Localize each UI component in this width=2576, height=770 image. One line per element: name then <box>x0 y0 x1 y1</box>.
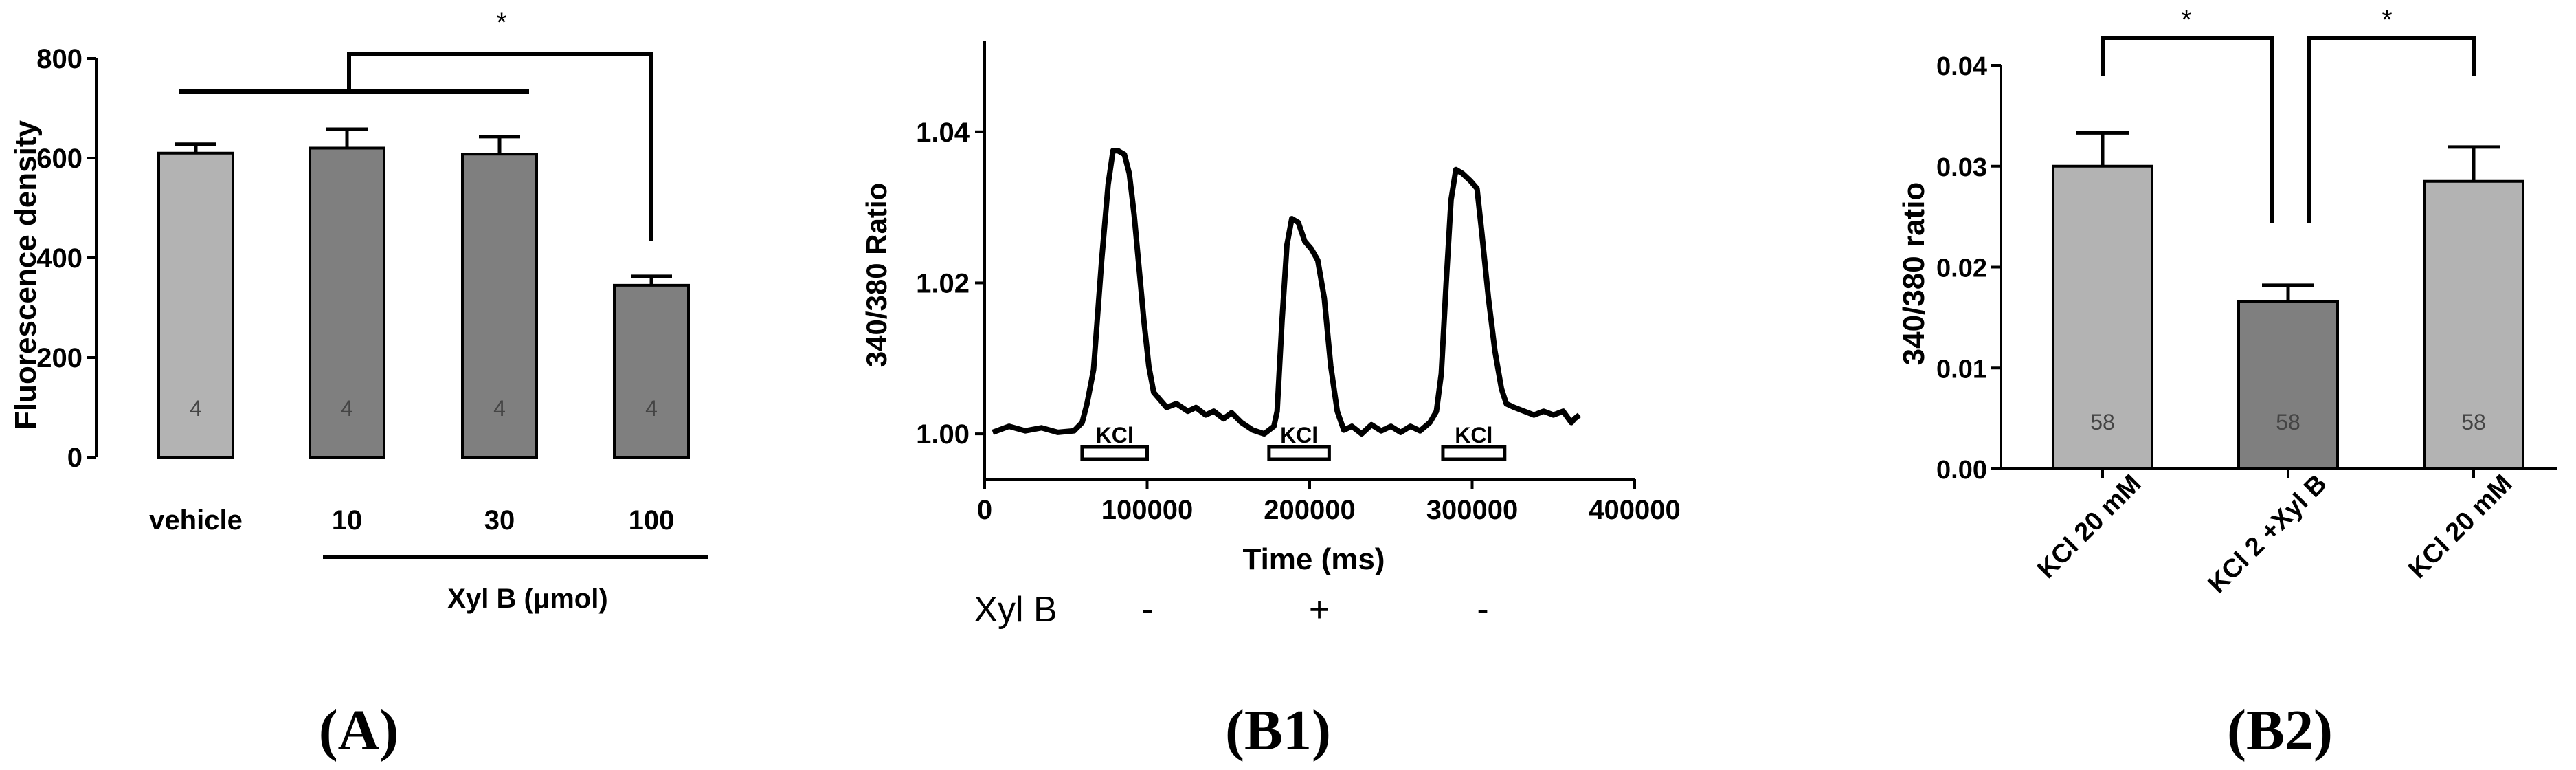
panel-a-y-tick-label-3: 400 <box>36 243 82 274</box>
panel-a-x-tick-label-1: vehicle <box>149 505 243 536</box>
panel-b1-stimulus-label-1: KCl <box>1096 423 1134 448</box>
panel-b2-n-label-3: 58 <box>2461 410 2486 434</box>
panel-b1-x-tick-label-1: 0 <box>977 495 992 525</box>
panel-a-bar-2 <box>309 146 385 459</box>
panel-a-y-tick-label-5: 800 <box>36 44 82 74</box>
panel-a-y-axis-label: Fluorescence density <box>9 120 43 430</box>
panel-a-y-tick-label-4: 600 <box>36 144 82 174</box>
panel-b2-y-tick-label-3: 0.02 <box>1936 254 1987 283</box>
panel-b2-n-label-1: 58 <box>2090 410 2115 434</box>
panel-a-bar-3 <box>461 153 538 459</box>
panel-a-bars: 4 vehicle 4 10 4 30 4 100 <box>149 127 690 536</box>
panel-b1-label: (B1) <box>1225 698 1331 762</box>
panel-a-n-label-1: 4 <box>190 396 202 421</box>
panel-a-y-tick-label-1: 0 <box>67 443 82 473</box>
panel-b1-x-tick-label-2: 100000 <box>1101 495 1193 525</box>
panel-b2: 58 KCl 20 mM 58 KCl 2 +Xyl B 58 KCl 20 mM 0.0… <box>1897 5 2557 762</box>
panel-b2-bar-2 <box>2237 300 2339 470</box>
panel-b2-y-tick-label-2: 0.01 <box>1936 355 1987 384</box>
panel-a-significance-star: * <box>496 8 507 38</box>
panel-a-x-tick-label-4: 100 <box>629 505 675 536</box>
panel-b1-condition-3: - <box>1477 590 1488 630</box>
panel-b2-bars: 58 KCl 20 mM 58 KCl 2 +Xyl B 58 KCl 20 mM <box>2032 131 2524 600</box>
panel-b1-y-tick-label-2: 1.02 <box>916 268 970 298</box>
panel-a-group-label: Xyl B (μmol) <box>447 584 607 614</box>
panel-b1-condition-2: + <box>1309 590 1330 630</box>
panel-b1-x-axis-label: Time (ms) <box>1242 542 1385 576</box>
panel-b1-x-tick-label-4: 300000 <box>1426 495 1518 525</box>
panel-a-y-tick-label-2: 200 <box>36 343 82 373</box>
panel-a-bar-1 <box>157 151 234 459</box>
panel-a-bar-4 <box>613 283 690 459</box>
panel-b1-condition-label: Xyl B <box>974 590 1057 630</box>
panel-a-n-label-4: 4 <box>645 396 658 421</box>
panel-b2-y-tick-label-5: 0.04 <box>1936 52 1987 81</box>
panel-b2-label: (B2) <box>2227 698 2333 762</box>
panel-b1-condition-1: - <box>1141 590 1153 630</box>
panel-b2-significance-star-2: * <box>2382 5 2393 35</box>
panel-b2-significance-star-1: * <box>2181 5 2192 35</box>
panel-b2-bracket-2 <box>2307 36 2476 223</box>
panel-b1-y-tick-label-1: 1.00 <box>916 419 970 450</box>
panel-b2-x-tick-label-3: KCl 20 mM <box>2403 470 2518 584</box>
panel-a: 4 vehicle 4 10 4 30 4 100 0 200 400 600 800 Fluores… <box>9 8 708 762</box>
panel-a-x-tick-label-3: 30 <box>484 505 515 536</box>
panel-b2-bar-3 <box>2423 179 2524 470</box>
panel-b1-stimulus-label-3: KCl <box>1455 423 1492 448</box>
panel-b2-x-tick-label-2: KCl 2 +Xyl B <box>2203 470 2333 600</box>
panel-b1-stimulus-box-3 <box>1441 445 1507 461</box>
panel-b1-stimulus-label-2: KCl <box>1280 423 1318 448</box>
panel-b1-y-tick-label-3: 1.04 <box>916 118 970 148</box>
panel-b1-trace-line <box>992 148 1582 437</box>
panel-b2-y-tick-label-4: 0.03 <box>1936 153 1987 182</box>
panel-b1-stimulus-box-1 <box>1080 445 1150 461</box>
panel-a-bracket-sig <box>347 52 653 241</box>
panel-b1-stimulus-box-2 <box>1267 445 1331 461</box>
panel-a-label: (A) <box>319 698 399 762</box>
panel-b2-bracket-1 <box>2101 36 2274 223</box>
panel-a-x-tick-label-2: 10 <box>332 505 363 536</box>
panel-b1-x-tick-label-5: 400000 <box>1589 495 1680 525</box>
panel-b1: 1.00 1.02 1.04 0 100000 200000 300000 400000 KC… <box>860 41 1681 762</box>
panel-b2-x-tick-label-1: KCl 20 mM <box>2032 470 2147 584</box>
panel-b2-y-tick-label-1: 0.00 <box>1936 456 1987 485</box>
panel-b2-y-axis-label: 340/380 ratio <box>1897 182 1931 366</box>
panel-b2-bar-1 <box>2052 164 2153 470</box>
panel-b1-axes: 1.00 1.02 1.04 0 100000 200000 300000 400000 <box>916 41 1681 525</box>
panel-b1-y-axis-label: 340/380 Ratio <box>860 183 893 368</box>
panel-b1-x-tick-label-3: 200000 <box>1264 495 1355 525</box>
panel-a-n-label-3: 4 <box>493 396 506 421</box>
panel-b1-stimuli: KCl KCl KCl <box>1080 423 1507 461</box>
panel-b2-axes: 0.00 0.01 0.02 0.03 0.04 <box>1936 36 2557 485</box>
panel-a-axes: 0 200 400 600 800 <box>36 44 708 559</box>
panel-a-n-label-2: 4 <box>341 396 353 421</box>
panel-b2-n-label-2: 58 <box>2276 410 2300 434</box>
